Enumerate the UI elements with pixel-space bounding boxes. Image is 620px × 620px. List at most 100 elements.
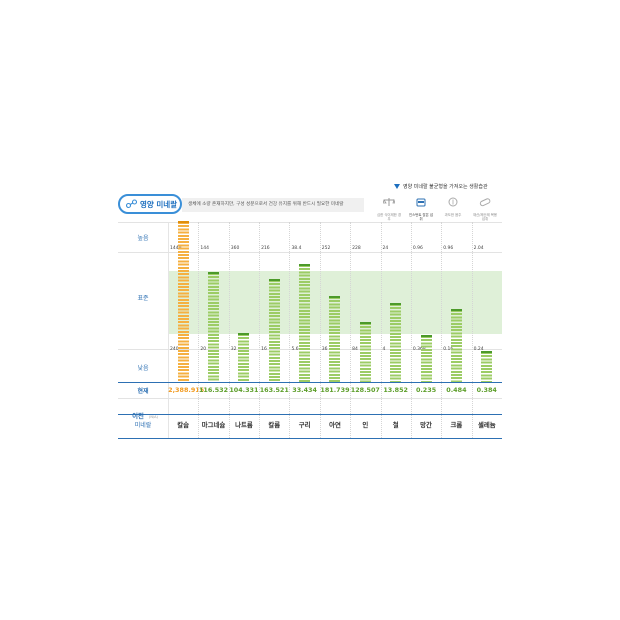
current-value: 116.532 (198, 386, 229, 394)
upper-limit-label: 228 (352, 246, 361, 251)
lower-limit-label: 0.368 (412, 347, 426, 352)
lower-limit-label: 0.24 (473, 347, 484, 352)
mineral-bar-cap (420, 334, 432, 337)
row-label-current: 현재 (137, 388, 149, 395)
grid-line (118, 252, 502, 253)
lower-limit-label: 16 (261, 347, 267, 352)
mineral-bar (177, 222, 189, 382)
mineral-bar-cap (268, 278, 280, 281)
mineral-name: 구리 (298, 421, 311, 429)
column-divider (228, 222, 230, 438)
habit-label: 과도한 음주 (444, 213, 462, 217)
habit-label: 재산/제산제 복용 섭취 (472, 213, 498, 221)
mineral-name: 인 (362, 421, 369, 429)
upper-limit-label: 38.4 (291, 246, 302, 251)
current-value: 181.739 (320, 386, 350, 394)
mineral-bar-cap (299, 264, 311, 267)
upper-limit-label: 1449 (170, 246, 182, 251)
grid-line (118, 414, 502, 415)
upper-limit-label: 252 (321, 246, 331, 251)
column-divider (441, 222, 443, 438)
upper-limit-label: 216 (261, 246, 270, 251)
habit-item: 과도한 음주 (440, 192, 466, 220)
mineral-name: 아연 (329, 421, 341, 429)
mineral-name: 망간 (420, 421, 432, 429)
grid-line (118, 222, 502, 223)
section-title: 영양 미네랄 (140, 199, 178, 209)
current-value: 128.507 (350, 386, 380, 394)
mineral-bar-cap (390, 302, 402, 305)
row-label-mineral: 미네랄 (134, 422, 152, 429)
scale-icon (382, 198, 396, 206)
lower-limit-label: 0.16 (443, 347, 454, 352)
column-divider (380, 222, 382, 438)
lower-limit-label: 4 (382, 347, 386, 352)
upper-limit-label: 360 (230, 246, 240, 251)
lower-limit-label: 32 (230, 347, 237, 352)
mineral-name: 셀레늄 (477, 421, 496, 429)
mineral-name: 철 (392, 421, 399, 429)
column-divider (410, 222, 412, 438)
mineral-bar (238, 334, 250, 382)
habit-label: 인스턴트 잦은 섭취 (409, 213, 433, 221)
mineral-name: 나트륨 (235, 421, 253, 429)
habit-item: 재산/제산제 복용 섭취 (472, 192, 498, 221)
mineral-bar-cap (238, 333, 250, 335)
current-value: 2,388.915 (168, 386, 205, 394)
column-divider (350, 222, 352, 438)
upper-limit-label: 144 (200, 246, 209, 251)
mineral-bar-cap (481, 350, 493, 353)
previous-note: (N/A) (148, 415, 158, 419)
triangle-down-icon (394, 184, 400, 189)
current-value: 0.384 (476, 386, 497, 394)
row-label-high: 높음 (137, 235, 149, 242)
grid-line (118, 382, 502, 383)
current-value: 0.235 (415, 386, 437, 394)
mineral-bar (268, 279, 280, 382)
mineral-chart-panel: 영양 미네랄 생체에 소량 존재하지만, 구성 성분으로서 건강 유지를 위해 … (118, 182, 502, 439)
bottle-icon (448, 197, 458, 207)
mineral-bar (359, 322, 371, 382)
column-divider (259, 222, 261, 438)
mineral-bar (450, 310, 462, 382)
grid-line (118, 438, 502, 439)
habit-label: 심한 식이제한 경우 (377, 213, 401, 221)
current-value: 104.331 (229, 386, 259, 394)
upper-limit-label: 0.96 (412, 246, 423, 251)
upper-limit-label: 0.96 (443, 246, 454, 251)
mineral-bar-cap (359, 321, 371, 324)
row-label-standard: 표준 (137, 295, 149, 302)
current-value: 33.434 (292, 386, 317, 394)
lower-limit-label: 36 (321, 347, 328, 352)
upper-limit-label: 24 (382, 246, 389, 251)
mineral-bar (420, 335, 432, 382)
row-label-low: 낮음 (137, 365, 149, 372)
column-divider (319, 222, 321, 438)
habit-item: 심한 식이제한 경우 (376, 192, 402, 221)
mineral-bar (481, 351, 493, 382)
mineral-name: 칼슘 (177, 421, 190, 429)
row-label-previous: 이전 (N/A) (122, 403, 168, 422)
mineral-bar-cap (450, 309, 462, 311)
habits-title: 영양 미네랄 불균형을 가져오는 생활습관 (394, 183, 488, 190)
mineral-name: 크롬 (450, 421, 463, 429)
upper-limit-label: 2.04 (473, 246, 484, 251)
mineral-bar-cap (329, 296, 341, 299)
current-value: 163.521 (259, 386, 289, 394)
row-label-column (118, 222, 169, 438)
lower-limit-label: 84 (352, 347, 358, 352)
section-description: 생체에 소량 존재하지만, 구성 성분으로서 건강 유지를 위해 반드시 필요한… (182, 198, 364, 212)
mineral-bar-cap (177, 221, 189, 223)
molecule-icon (126, 199, 137, 209)
mineral-name: 마그네슘 (201, 421, 226, 429)
current-value: 0.484 (446, 386, 467, 394)
mineral-bar (208, 273, 220, 382)
pill-icon (479, 198, 491, 207)
mineral-name: 칼륨 (268, 421, 281, 429)
mineral-bar (390, 303, 402, 382)
current-value: 13.852 (383, 386, 409, 394)
lower-limit-label: 240 (170, 347, 179, 352)
cup-icon (416, 198, 426, 207)
mineral-bar (299, 265, 311, 382)
column-divider (471, 222, 473, 438)
